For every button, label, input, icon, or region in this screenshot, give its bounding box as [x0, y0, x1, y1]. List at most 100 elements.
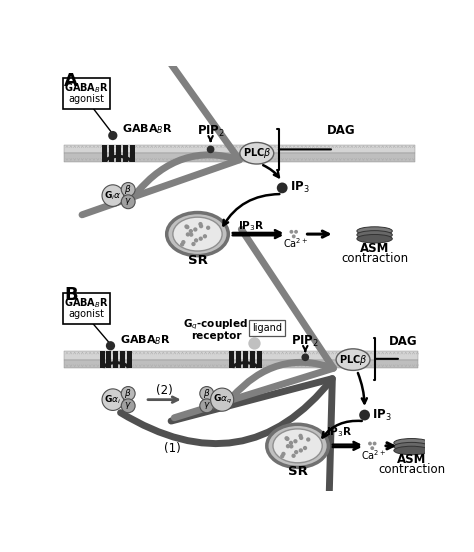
Bar	[64, 359, 419, 368]
Circle shape	[306, 437, 310, 442]
Circle shape	[189, 229, 193, 233]
Ellipse shape	[394, 442, 429, 451]
Bar	[129, 145, 135, 162]
Circle shape	[106, 341, 115, 351]
Circle shape	[289, 444, 293, 449]
Circle shape	[121, 386, 135, 400]
Bar	[236, 351, 241, 368]
Circle shape	[368, 442, 372, 445]
Ellipse shape	[167, 213, 228, 256]
Circle shape	[102, 185, 124, 206]
Text: IP$_3$: IP$_3$	[290, 181, 310, 195]
Circle shape	[299, 448, 303, 453]
Circle shape	[121, 195, 135, 209]
FancyArrowPatch shape	[322, 421, 362, 438]
Text: SR: SR	[188, 254, 208, 267]
Ellipse shape	[240, 142, 273, 164]
Text: GABA$_B$R: GABA$_B$R	[64, 81, 109, 95]
FancyArrowPatch shape	[386, 443, 393, 449]
Bar	[229, 351, 234, 368]
Circle shape	[286, 444, 290, 448]
Circle shape	[281, 452, 286, 456]
Text: $\beta$: $\beta$	[125, 183, 132, 196]
Circle shape	[203, 234, 207, 238]
Circle shape	[299, 434, 303, 438]
FancyArrowPatch shape	[120, 379, 332, 545]
Bar	[102, 145, 107, 162]
FancyArrowPatch shape	[233, 230, 281, 236]
Circle shape	[185, 225, 190, 229]
Circle shape	[199, 224, 203, 229]
Text: agonist: agonist	[69, 309, 105, 319]
Circle shape	[102, 389, 124, 411]
Text: IP$_3$R: IP$_3$R	[326, 425, 352, 439]
Circle shape	[293, 439, 298, 443]
Text: G$\alpha_q$: G$\alpha_q$	[212, 393, 232, 406]
Circle shape	[206, 226, 210, 230]
Bar	[243, 351, 248, 368]
Circle shape	[285, 437, 290, 441]
Text: (2): (2)	[156, 384, 173, 397]
Circle shape	[198, 222, 202, 226]
FancyArrowPatch shape	[174, 229, 333, 418]
Bar	[107, 351, 111, 368]
Text: IP$_3$: IP$_3$	[372, 407, 392, 423]
Text: ligand: ligand	[252, 323, 282, 333]
Text: A: A	[64, 72, 78, 91]
Circle shape	[121, 399, 135, 413]
FancyArrowPatch shape	[333, 444, 359, 450]
Circle shape	[280, 454, 284, 458]
FancyArrowPatch shape	[333, 442, 359, 448]
Ellipse shape	[357, 235, 392, 243]
Ellipse shape	[394, 446, 429, 455]
Circle shape	[299, 436, 303, 440]
Circle shape	[200, 399, 214, 413]
FancyBboxPatch shape	[249, 320, 284, 336]
Text: SR: SR	[288, 465, 308, 478]
Bar	[100, 351, 105, 368]
Bar	[120, 351, 125, 368]
FancyBboxPatch shape	[63, 78, 110, 109]
Ellipse shape	[357, 231, 392, 239]
Text: ASM: ASM	[360, 242, 389, 255]
Circle shape	[186, 232, 190, 237]
Circle shape	[248, 337, 261, 349]
Circle shape	[200, 386, 214, 400]
Text: GABA$_B$R: GABA$_B$R	[120, 333, 172, 347]
Circle shape	[181, 240, 185, 245]
Text: G$_q$-coupled: G$_q$-coupled	[183, 318, 248, 332]
Text: contraction: contraction	[341, 252, 408, 266]
Text: ASM: ASM	[397, 453, 426, 466]
Text: (1): (1)	[164, 442, 181, 455]
Circle shape	[193, 227, 198, 232]
Text: $\gamma$: $\gamma$	[124, 197, 132, 207]
Circle shape	[294, 450, 298, 454]
FancyArrowPatch shape	[303, 346, 308, 351]
Circle shape	[370, 446, 374, 450]
Text: contraction: contraction	[378, 463, 445, 476]
Circle shape	[284, 436, 289, 440]
Circle shape	[277, 183, 288, 193]
Text: IP$_3$R: IP$_3$R	[237, 220, 264, 233]
Ellipse shape	[336, 349, 370, 370]
Ellipse shape	[173, 217, 222, 251]
Text: $\beta$: $\beta$	[203, 387, 210, 400]
FancyArrowPatch shape	[209, 136, 213, 141]
Text: PLC$\beta$: PLC$\beta$	[243, 146, 271, 160]
Ellipse shape	[394, 438, 429, 447]
Text: PIP$_2$: PIP$_2$	[197, 124, 225, 139]
Text: DAG: DAG	[389, 336, 418, 348]
Bar	[113, 351, 118, 368]
Text: DAG: DAG	[327, 124, 356, 137]
FancyBboxPatch shape	[63, 294, 110, 324]
Circle shape	[108, 131, 118, 140]
FancyArrowPatch shape	[233, 232, 281, 238]
Bar	[123, 145, 128, 162]
Circle shape	[121, 183, 135, 197]
Bar	[250, 351, 255, 368]
FancyArrowPatch shape	[374, 338, 398, 380]
Text: PIP$_2$: PIP$_2$	[291, 335, 319, 349]
Bar	[64, 351, 419, 359]
Circle shape	[292, 454, 296, 458]
FancyArrowPatch shape	[223, 194, 279, 225]
